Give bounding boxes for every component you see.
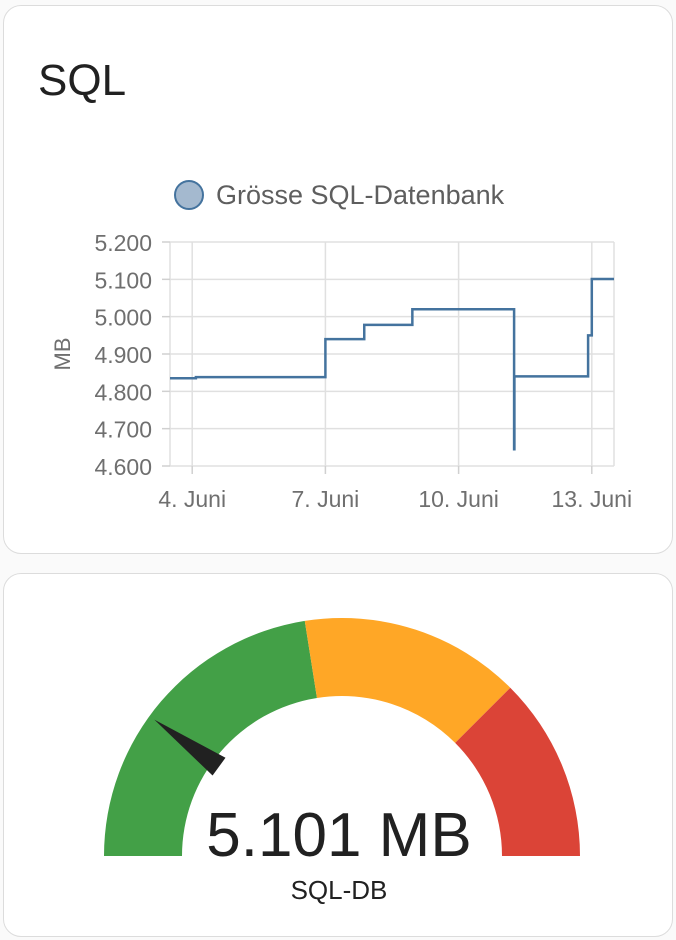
x-tick-label: 4. Juni [158, 486, 226, 512]
y-tick-label: 5.000 [94, 305, 152, 331]
history-chart[interactable]: Grösse SQL-Datenbank 5.200 5.100 5.000 4.90… [4, 6, 674, 555]
y-tick-label: 4.900 [94, 342, 152, 368]
gauge-name: SQL-DB [291, 875, 388, 905]
gauge-value: 5.101 MB [206, 801, 471, 870]
history-card: SQL Grösse SQL-Datenbank 5.200 5.100 5.000… [3, 5, 673, 554]
legend-marker[interactable] [174, 180, 204, 210]
series-line[interactable] [170, 277, 614, 451]
gauge-needle [154, 719, 226, 776]
legend-label[interactable]: Grösse SQL-Datenbank [216, 180, 505, 210]
y-tick-label: 4.700 [94, 417, 152, 443]
y-axis-label: MB [50, 338, 75, 371]
y-tick-label: 4.600 [94, 454, 152, 480]
card-title: SQL [38, 56, 127, 105]
x-tick-label: 7. Juni [292, 486, 360, 512]
gauge-segment-yellow [304, 618, 511, 743]
y-tick-label: 4.800 [94, 379, 152, 405]
gauge-card[interactable]: 5.101 MB SQL-DB [3, 573, 673, 937]
gauge-segment-green [104, 620, 317, 856]
x-tick-label: 13. Juni [552, 486, 633, 512]
y-tick-label: 5.200 [94, 230, 152, 256]
x-tick-label: 10. Juni [418, 486, 499, 512]
gauge-segment-red [455, 687, 580, 856]
y-tick-label: 5.100 [94, 267, 152, 293]
gauge: 5.101 MB SQL-DB [104, 618, 580, 905]
